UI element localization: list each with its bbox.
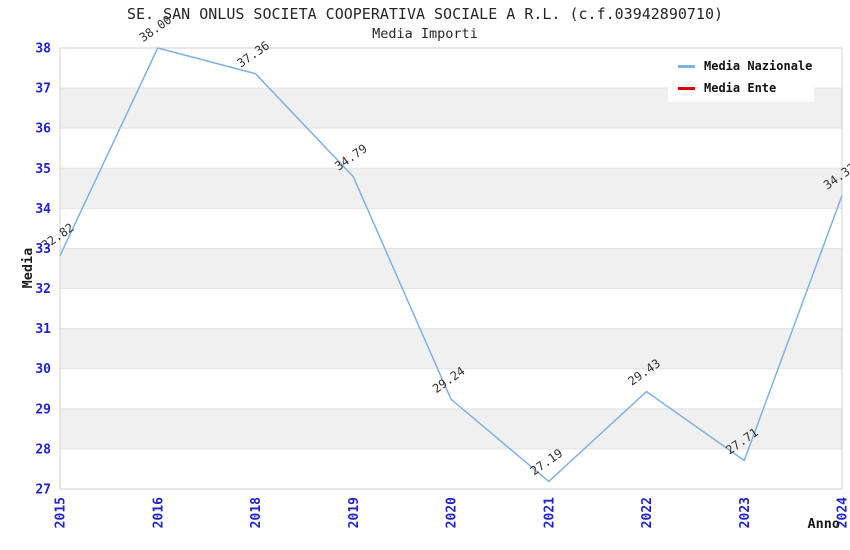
y-tick-label: 37 xyxy=(35,82,51,97)
point-label: 27.19 xyxy=(528,446,566,478)
y-tick-label: 29 xyxy=(35,402,51,417)
grid-band xyxy=(60,328,842,369)
plot-border xyxy=(59,47,843,490)
y-tick-label: 33 xyxy=(35,242,51,257)
x-tick-label: 2015 xyxy=(54,497,69,528)
legend-line-swatch-nazionale-icon xyxy=(678,64,695,68)
x-axis-title: Anno xyxy=(807,516,840,532)
legend-label: Media Nazionale xyxy=(704,59,813,73)
legend-label: Media Ente xyxy=(704,81,777,95)
x-tick-label: 2020 xyxy=(445,497,460,528)
grid-band xyxy=(60,408,842,449)
grid-band xyxy=(60,168,842,209)
x-tick-label: 2021 xyxy=(542,497,557,528)
y-tick-label: 36 xyxy=(35,122,51,137)
y-tick-label: 34 xyxy=(35,202,51,217)
x-tick-label: 2023 xyxy=(738,497,753,528)
chart-subtitle: Media Importi xyxy=(372,26,478,42)
y-tick-label: 28 xyxy=(35,442,51,457)
legend-item-media-ente: Media Ente xyxy=(668,80,814,96)
point-label: 38.00 xyxy=(137,13,175,45)
y-tick-label: 38 xyxy=(35,42,51,57)
y-tick-label: 27 xyxy=(35,483,51,498)
x-tick-label: 2024 xyxy=(836,497,850,528)
legend: Media Nazionale Media Ente xyxy=(668,52,814,102)
x-tick-label: 2016 xyxy=(151,497,166,528)
grid-band xyxy=(60,248,842,289)
series-line xyxy=(59,47,843,483)
chart-title: SE. SAN ONLUS SOCIETA COOPERATIVA SOCIAL… xyxy=(126,5,724,23)
y-tick-label: 35 xyxy=(35,162,51,177)
y-tick-label: 32 xyxy=(35,282,51,297)
point-label: 37.36 xyxy=(234,38,272,70)
legend-line-swatch-ente-icon xyxy=(678,86,695,90)
x-tick-label: 2022 xyxy=(640,497,655,528)
legend-item-media-nazionale: Media Nazionale xyxy=(668,58,814,74)
x-tick-label: 2019 xyxy=(347,497,362,528)
y-axis-title: Media xyxy=(20,248,36,289)
y-tick-label: 30 xyxy=(35,362,51,377)
y-tick-label: 31 xyxy=(35,322,51,337)
x-tick-label: 2018 xyxy=(249,497,264,528)
